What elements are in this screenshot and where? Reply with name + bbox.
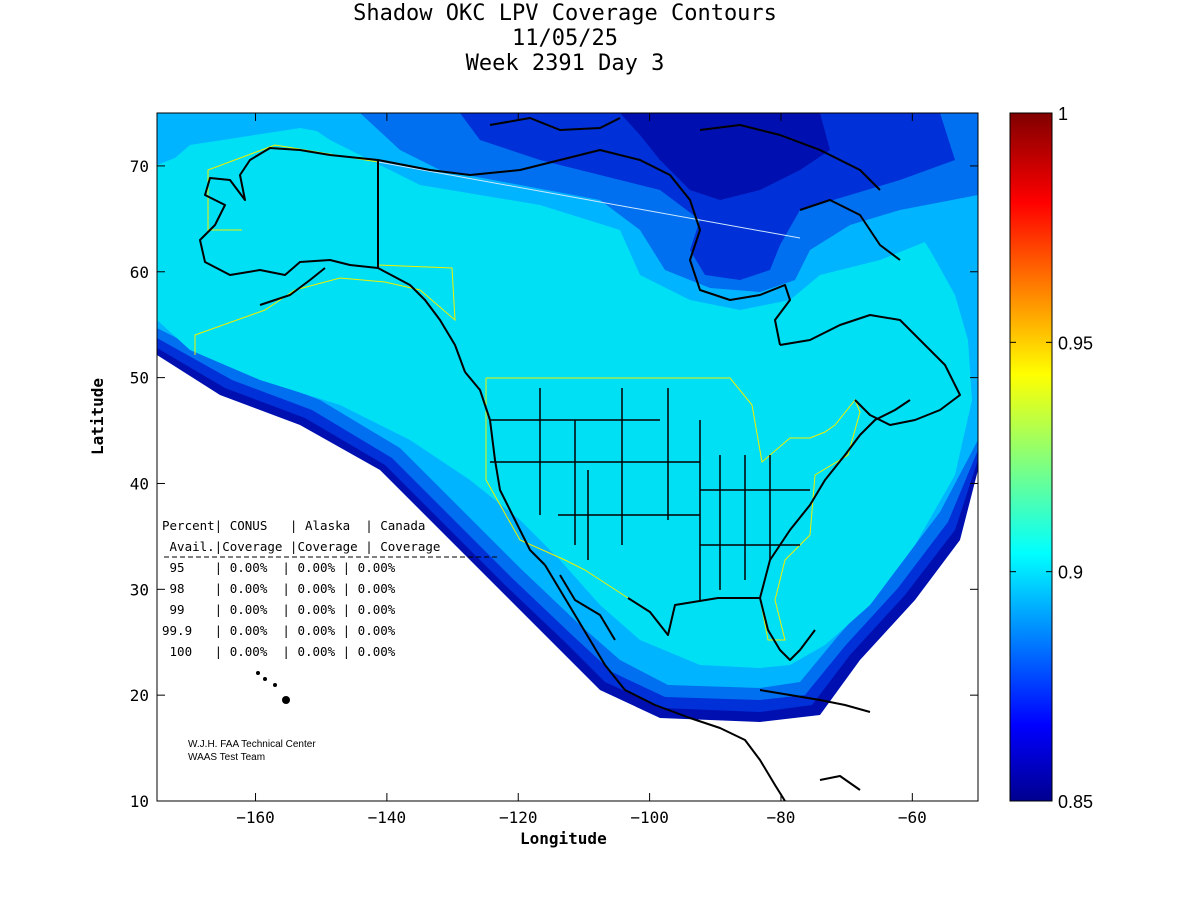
chart-week-day: Week 2391 Day 3 [465, 51, 665, 76]
chart-title: Shadow OKC LPV Coverage Contours [353, 1, 777, 26]
conus-boundary [485, 377, 861, 641]
stats-row: 99 | 0.00% | 0.00% | 0.00% [162, 602, 396, 617]
credit-line2: WAAS Test Team [188, 752, 265, 763]
stats-header2: Avail.|Coverage |Coverage | Coverage [162, 539, 440, 554]
chart-date: 11/05/25 [512, 26, 618, 51]
x-tick-label: −120 [499, 808, 538, 827]
x-axis: −160 −140 −120 −100 −80 −60 [236, 113, 927, 827]
y-tick-label: 40 [130, 474, 149, 493]
x-tick-label: −160 [236, 808, 275, 827]
plot-frame [156, 112, 979, 802]
stats-header1: Percent| CONUS | Alaska | Canada [162, 518, 425, 533]
stats-row: 99.9 | 0.00% | 0.00% | 0.00% [162, 623, 396, 638]
state-lines [490, 388, 810, 600]
coverage-field [157, 113, 978, 801]
colorbar-gradient [1009, 112, 1053, 802]
stats-row: 98 | 0.00% | 0.00% | 0.00% [162, 581, 396, 596]
y-tick-label: 50 [130, 369, 149, 388]
colorbar-tick-label: 1 [1058, 104, 1068, 124]
y-tick-label: 60 [130, 263, 149, 282]
colorbar: 0.85 0.9 0.95 1 [1009, 104, 1093, 812]
canada-boundary [377, 161, 801, 239]
y-axis: 10 20 30 40 50 60 70 [130, 157, 978, 811]
y-tick-label: 30 [130, 580, 149, 599]
credit-line1: W.J.H. FAA Technical Center [188, 739, 316, 750]
stats-row: 100 | 0.00% | 0.00% | 0.00% [162, 644, 396, 659]
coverage-stats-table: Percent| CONUS | Alaska | Canada Avail.|… [162, 518, 500, 659]
alaska-boundary [194, 144, 456, 355]
colorbar-tick-label: 0.85 [1058, 792, 1093, 812]
colorbar-tick-label: 0.95 [1058, 333, 1093, 353]
y-tick-label: 10 [130, 792, 149, 811]
stats-row: 95 | 0.00% | 0.00% | 0.00% [162, 560, 396, 575]
coastlines [199, 117, 961, 801]
colorbar-tick-label: 0.9 [1058, 563, 1083, 583]
hawaii-islands [256, 671, 290, 704]
x-axis-label: Longitude [520, 829, 607, 848]
y-axis-label: Latitude [88, 377, 107, 455]
x-tick-label: −60 [898, 808, 927, 827]
y-tick-label: 20 [130, 686, 149, 705]
x-tick-label: −80 [767, 808, 796, 827]
x-tick-label: −140 [368, 808, 407, 827]
y-tick-label: 70 [130, 157, 149, 176]
x-tick-label: −100 [630, 808, 669, 827]
